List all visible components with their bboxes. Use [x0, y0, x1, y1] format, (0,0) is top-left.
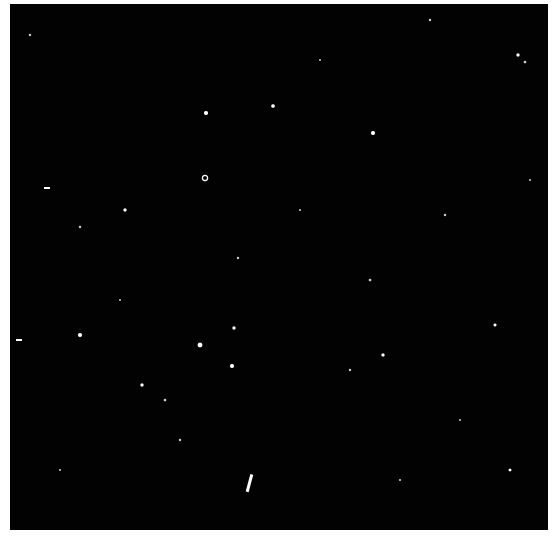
speckle — [197, 342, 203, 348]
speckle — [123, 208, 127, 212]
speckle-ring — [201, 174, 209, 182]
speckle — [299, 209, 301, 211]
speckle — [78, 333, 82, 337]
speckle — [178, 438, 182, 442]
speckle — [516, 53, 520, 57]
speckle — [493, 323, 497, 327]
speckle — [119, 299, 121, 301]
speckle — [381, 353, 385, 357]
speckle — [163, 398, 167, 402]
speckle — [459, 419, 461, 421]
speckle-streak — [245, 474, 254, 493]
speckle — [236, 256, 240, 260]
speckle — [399, 479, 401, 481]
speckle — [348, 368, 352, 372]
speckle — [368, 278, 372, 282]
speckle — [523, 60, 527, 64]
speckle — [230, 364, 234, 368]
speckle — [319, 59, 321, 61]
speckle — [16, 339, 22, 341]
speckle — [443, 213, 447, 217]
speckle — [28, 33, 32, 37]
speckle — [508, 468, 512, 472]
speckle — [140, 383, 144, 387]
speckle — [59, 469, 61, 471]
speckle — [371, 131, 375, 135]
speckle — [428, 18, 432, 22]
speckle — [271, 104, 275, 108]
speckle — [529, 179, 531, 181]
speckle — [204, 111, 208, 115]
speckles — [16, 18, 531, 493]
dark-field — [10, 4, 548, 530]
speckle — [232, 326, 236, 330]
speckle — [78, 225, 82, 229]
speckle — [44, 187, 50, 189]
